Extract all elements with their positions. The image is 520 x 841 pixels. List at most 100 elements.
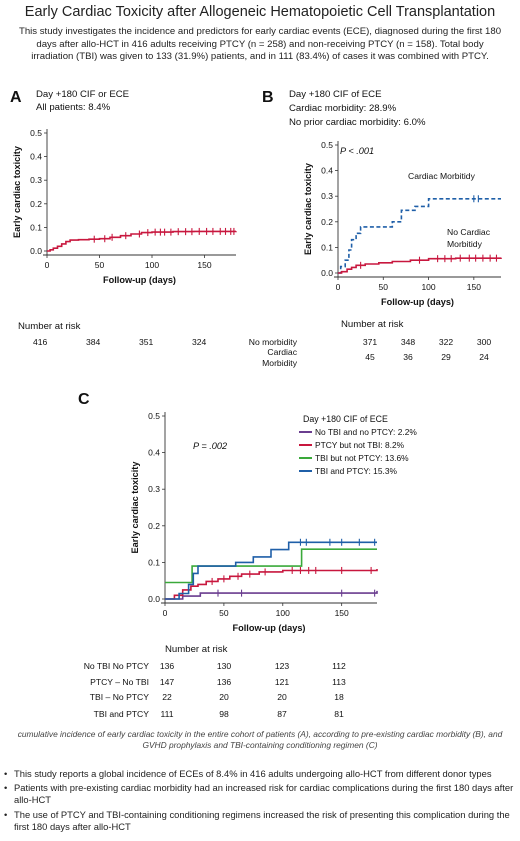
chart-b-risk-value: 45 [365, 352, 375, 362]
chart-c-risk-value: 20 [219, 692, 229, 702]
key-point-item: Patients with pre-existing cardiac morbi… [4, 782, 516, 806]
key-point-item: The use of PTCY and TBI-containing condi… [4, 809, 516, 833]
chart-c-legend-label: TBI and PTCY: 15.3% [315, 466, 397, 476]
chart-a-y-tick-label: 0.3 [30, 175, 42, 185]
chart-a-y-tick-label: 0.2 [30, 199, 42, 209]
chart-c-risk-value: 111 [160, 709, 173, 719]
chart-c-risk-value: 121 [275, 677, 290, 687]
chart-c-y-tick-label: 0.4 [148, 448, 160, 458]
chart-b-y-tick-label: 0.2 [321, 217, 333, 227]
chart-b-risk-value: 29 [441, 352, 451, 362]
chart-c-risk-value: 130 [217, 661, 232, 671]
chart-c-legend-title: Day +180 CIF of ECE [303, 414, 388, 424]
chart-c-series-line [165, 590, 378, 600]
chart-b-risk-value: 24 [479, 352, 489, 362]
chart-b-y-axis-label: Early cardiac toxicity [303, 162, 313, 255]
chart-b-risk-value: 322 [439, 337, 454, 347]
chart-c-x-tick-label: 100 [276, 608, 290, 618]
chart-b-risk-value: 348 [401, 337, 416, 347]
chart-a-risk-value: 384 [86, 337, 101, 347]
chart-c-risk-value: 136 [217, 677, 232, 687]
chart-c-x-tick-label: 50 [219, 608, 229, 618]
chart-b-risk-row-label: Cardiac [267, 347, 297, 357]
chart-b-risk-value: 300 [477, 337, 492, 347]
chart-c-risk-value: 81 [334, 709, 344, 719]
chart-c-y-tick-label: 0.1 [148, 557, 160, 567]
chart-b-x-tick-label: 150 [467, 282, 481, 292]
chart-a-risk-title: Number at risk [18, 321, 81, 332]
chart-c-risk-value: 136 [160, 661, 175, 671]
chart-b-series-label: No Cardiac [447, 227, 491, 237]
chart-c-x-tick-label: 0 [163, 608, 168, 618]
page-title: Early Cardiac Toxicity after Allogeneic … [24, 4, 496, 20]
chart-a-x-tick-label: 150 [197, 260, 211, 270]
chart-c-legend-label: No TBI and no PTCY: 2.2% [315, 427, 417, 437]
chart-c-risk-value: 123 [275, 661, 290, 671]
chart-c-legend-label: TBI but not PTCY: 13.6% [315, 453, 409, 463]
chart-c-risk-row-label: No TBI No PTCY [84, 661, 150, 671]
chart-c-risk-title: Number at risk [165, 644, 228, 655]
chart-a-x-tick-label: 50 [95, 260, 105, 270]
chart-c-p-value: P = .002 [193, 441, 227, 451]
chart-c-y-tick-label: 0.5 [148, 411, 160, 421]
chart-c-risk-value: 18 [334, 692, 344, 702]
chart-c-y-tick-label: 0.2 [148, 521, 160, 531]
chart-c-risk-value: 22 [162, 692, 172, 702]
chart-b-y-tick-label: 0.1 [321, 242, 333, 252]
chart-a-y-tick-label: 0.4 [30, 152, 42, 162]
chart-c-series-line [165, 569, 378, 600]
chart-a-x-tick-label: 100 [145, 260, 159, 270]
chart-c-risk-row-label: PTCY – No TBI [90, 677, 149, 687]
chart-c-legend-label: PTCY but not TBI: 8.2% [315, 440, 405, 450]
panel-b-line-1: Day +180 CIF of ECE [289, 89, 382, 100]
chart-b-series-label: Morbitidy [447, 239, 483, 249]
chart-a-risk-value: 351 [139, 337, 154, 347]
chart-c-risk-value: 147 [160, 677, 175, 687]
chart-a-risk-value: 324 [192, 337, 207, 347]
chart-c-risk-value: 112 [332, 661, 346, 671]
chart-a-series-line [47, 230, 237, 252]
panel-a-line-1: Day +180 CIF or ECE [36, 89, 130, 100]
chart-c-risk-value: 87 [277, 709, 287, 719]
chart-a-y-tick-label: 0.1 [30, 222, 42, 232]
chart-c-risk-row-label: TBI and PTCY [94, 709, 150, 719]
chart-c-y-tick-label: 0.3 [148, 484, 160, 494]
chart-b-y-tick-label: 0.4 [321, 166, 333, 176]
chart-b-series-line [338, 198, 501, 274]
chart-b-y-tick-label: 0.0 [321, 268, 333, 278]
chart-c-y-axis-label: Early cardiac toxicity [130, 461, 140, 554]
chart-a-y-axis-label: Early cardiac toxicity [12, 145, 22, 238]
panel-a-line-2: All patients: 8.4% [36, 102, 111, 113]
chart-c-series-line [165, 548, 377, 584]
chart-b-series-label: Cardiac Morbitidy [408, 171, 476, 181]
chart-a-x-tick-label: 0 [45, 260, 50, 270]
chart-a-y-tick-label: 0.5 [30, 128, 42, 138]
panel-b-line-3: No prior cardiac morbidity: 6.0% [289, 117, 426, 128]
chart-c-x-tick-label: 150 [335, 608, 349, 618]
key-points-list: This study reports a global incidence of… [4, 768, 516, 835]
panel-b-letter: B [262, 89, 274, 106]
chart-c-risk-value: 113 [332, 677, 346, 687]
chart-b-p-value: P < .001 [340, 146, 374, 156]
key-point-item: This study reports a global incidence of… [4, 768, 516, 780]
figure-caption: cumulative incidence of early cardiac to… [17, 729, 503, 750]
chart-b-x-axis-label: Follow-up (days) [381, 297, 454, 307]
chart-a-risk-value: 416 [33, 337, 48, 347]
chart-c-x-axis-label: Follow-up (days) [233, 623, 306, 633]
chart-b-risk-value: 371 [363, 337, 378, 347]
chart-b-risk-row-label: No morbidity [249, 337, 298, 347]
chart-a-y-tick-label: 0.0 [30, 246, 42, 256]
chart-c-y-tick-label: 0.0 [148, 594, 160, 604]
panel-a-letter: A [10, 89, 22, 106]
chart-b-x-tick-label: 50 [379, 282, 389, 292]
chart-c-risk-value: 98 [219, 709, 229, 719]
chart-c-series-line [165, 541, 377, 600]
chart-b-risk-title: Number at risk [341, 319, 404, 330]
panel-b-line-2: Cardiac morbidity: 28.9% [289, 103, 397, 114]
intro-text: This study investigates the incidence an… [18, 26, 502, 63]
panel-c-letter: C [78, 391, 90, 408]
chart-b-risk-row-label: Morbidity [262, 358, 298, 368]
chart-b-x-tick-label: 100 [421, 282, 435, 292]
chart-b-y-tick-label: 0.5 [321, 140, 333, 150]
